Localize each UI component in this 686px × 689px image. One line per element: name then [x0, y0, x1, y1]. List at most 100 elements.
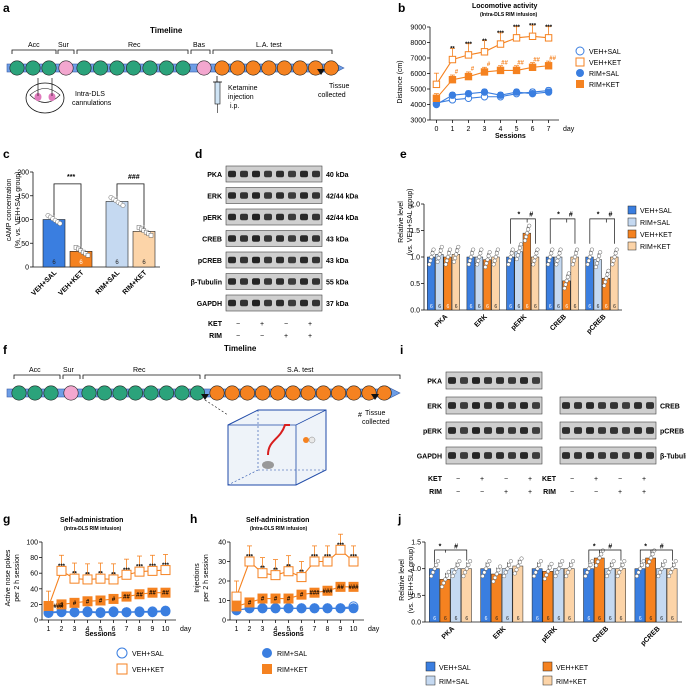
data-dot	[436, 256, 441, 261]
legend-e-veh-sal-marker	[627, 205, 637, 215]
blot-band	[312, 278, 320, 285]
blot-strip	[445, 421, 543, 440]
ketamine-label-3: i.p.	[230, 103, 239, 110]
panel-b-label: b	[398, 1, 405, 15]
timeline-day-circle	[97, 385, 113, 401]
data-point	[108, 607, 119, 618]
x-tick-label: 10	[350, 626, 358, 633]
series-line	[235, 549, 354, 597]
blot-band	[472, 427, 480, 434]
x-tick-label: 4	[499, 126, 503, 133]
blot-band	[252, 278, 260, 285]
legend-gh-rim-sal: RIM+SAL	[277, 651, 307, 658]
sig-bracket	[566, 218, 576, 244]
tissue-arrow-f	[371, 394, 379, 400]
data-dot	[148, 233, 154, 238]
significance-hash: #	[471, 67, 475, 73]
significance-star: *	[518, 212, 521, 219]
ket-sign: +	[260, 321, 264, 328]
data-point	[283, 593, 294, 604]
legend-b-veh-ket: VEH+KET	[589, 60, 622, 67]
data-dot	[471, 247, 476, 252]
row-label-rim: RIM	[543, 489, 556, 496]
blot-band	[496, 427, 504, 434]
panel-e-label: e	[400, 147, 407, 161]
n-label: 6	[486, 304, 489, 310]
data-point	[335, 581, 346, 592]
rim-sign: +	[618, 489, 622, 496]
data-dot	[444, 258, 449, 263]
blot-band	[276, 299, 284, 307]
significance-hash: #	[99, 599, 103, 605]
data-dot	[120, 203, 126, 208]
blot-strip	[559, 421, 657, 440]
y-tick-label: 10	[218, 598, 226, 605]
x-tick-label: VEH+KET	[57, 269, 85, 297]
data-dot	[661, 562, 666, 567]
sig-bracket	[650, 549, 673, 561]
significance-star: ***	[246, 555, 254, 561]
data-dot	[617, 570, 622, 575]
n-label: 6	[509, 304, 512, 310]
n-label: 6	[536, 616, 539, 622]
y-tick-label: 2.0	[410, 202, 420, 209]
data-point	[270, 593, 281, 604]
blot-band	[634, 402, 642, 409]
significance-star: ***	[311, 555, 319, 561]
x-tick-label: pERK	[510, 313, 528, 331]
data-point	[448, 91, 457, 99]
blot-strip	[559, 396, 657, 415]
blot-band	[252, 192, 260, 199]
significance-star: ***	[337, 543, 345, 549]
significance-hash: #	[300, 593, 304, 599]
significance-hash: #	[287, 597, 291, 603]
blot-protein-label: GAPDH	[417, 454, 442, 461]
data-dot	[614, 247, 619, 252]
timeline-day-circle	[376, 385, 392, 401]
series-line	[236, 586, 354, 607]
sig-bracket	[639, 549, 652, 563]
data-dot	[427, 262, 432, 267]
blot-band	[276, 192, 284, 199]
blot-band	[276, 213, 284, 221]
data-point	[69, 597, 80, 608]
data-point	[270, 570, 281, 581]
timeline-day-circle	[112, 385, 128, 401]
data-dot	[452, 259, 457, 264]
blot-band	[508, 377, 516, 384]
data-point	[322, 603, 333, 614]
y-tick-label: 0.0	[410, 308, 420, 315]
data-dot	[538, 559, 543, 564]
legend-gh-veh-sal: VEH+SAL	[132, 651, 164, 658]
blot-strip	[445, 446, 543, 465]
data-dot	[672, 562, 677, 567]
data-dot	[659, 566, 664, 571]
blot-band	[264, 235, 272, 242]
data-dot	[550, 247, 555, 252]
data-point	[160, 587, 171, 598]
data-dot	[641, 559, 646, 564]
y-tick-label: 8000	[410, 40, 426, 47]
data-point	[322, 585, 333, 596]
data-point	[56, 599, 67, 610]
blot-band	[240, 170, 248, 178]
blot-band	[598, 402, 606, 409]
blot-band	[484, 452, 492, 459]
data-point	[512, 66, 521, 75]
panel-h-ylabel-1: Injections	[194, 563, 201, 593]
n-label: 6	[115, 260, 119, 266]
y-tick-label: 5000	[410, 87, 426, 94]
n-label: 6	[494, 304, 497, 310]
panel-g-label: g	[3, 512, 10, 526]
data-point	[121, 607, 132, 618]
n-label: 6	[549, 304, 552, 310]
data-point	[283, 566, 294, 577]
legend-gh-veh-ket: VEH+KET	[132, 667, 165, 674]
data-dot	[487, 250, 492, 255]
significance-star: **	[286, 564, 291, 570]
phase-f-sur: Sur	[63, 367, 75, 374]
y-tick-label: 9000	[410, 25, 426, 32]
significance-star: **	[85, 572, 90, 578]
timeline-day-circle	[209, 385, 225, 401]
significance-star: ***	[529, 23, 537, 29]
